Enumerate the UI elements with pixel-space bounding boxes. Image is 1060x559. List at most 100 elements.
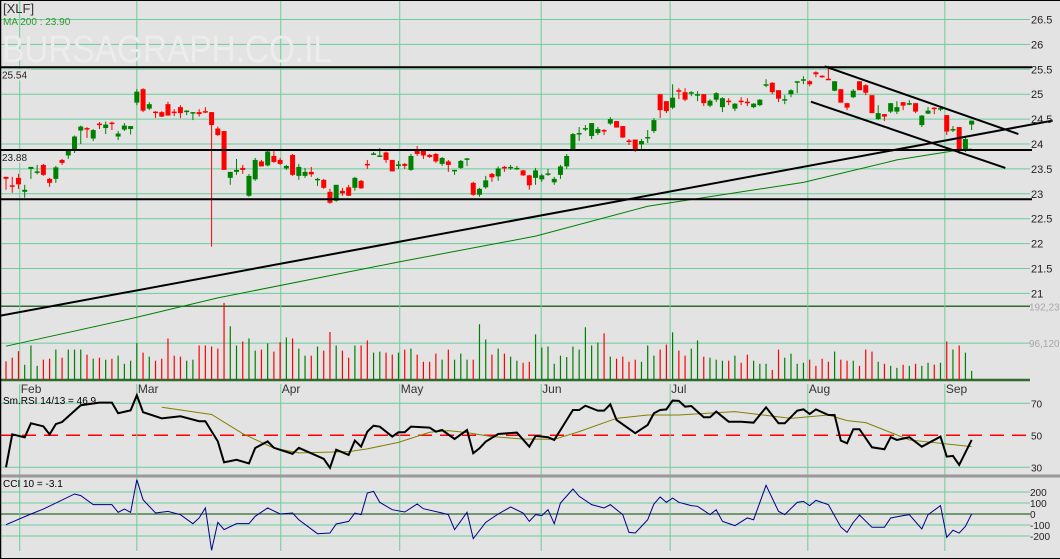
candle [140, 88, 146, 113]
candle [184, 110, 190, 116]
candle-body [969, 120, 975, 125]
candle [159, 111, 165, 118]
candle-body [508, 166, 514, 169]
candle [433, 152, 439, 163]
candle-body [632, 139, 638, 149]
candle-body [832, 81, 838, 91]
candle [240, 164, 246, 174]
candle-body [483, 180, 489, 188]
candle-body [707, 100, 713, 106]
candle-body [128, 126, 134, 130]
candle [53, 165, 59, 183]
candle-body [763, 84, 769, 86]
candle [788, 89, 794, 98]
candle-body [800, 79, 806, 81]
candle [495, 166, 501, 181]
candle [84, 127, 90, 139]
month-label: Sep [946, 382, 968, 396]
candle [657, 94, 663, 119]
grid [0, 0, 1030, 551]
month-label: Jun [542, 382, 561, 396]
candle [40, 163, 46, 176]
candle-body [501, 166, 507, 169]
candle [128, 126, 134, 135]
candle [78, 125, 84, 144]
candle [315, 177, 320, 186]
candle-body [850, 90, 856, 98]
candle [383, 151, 389, 163]
candle-body [159, 112, 165, 117]
candle-body [813, 72, 819, 75]
candle [620, 126, 626, 139]
candle-body [794, 81, 800, 83]
month-label: May [401, 382, 424, 396]
candle-body [140, 89, 146, 111]
cci-tick-label: -200 [1030, 532, 1050, 543]
candle-body [557, 166, 563, 175]
candle [601, 129, 607, 136]
candle [470, 181, 476, 196]
candle [47, 177, 53, 187]
cci-tick-label: -100 [1030, 521, 1050, 532]
candle-body [719, 98, 725, 108]
candle-body [315, 178, 320, 181]
candle-body [371, 153, 377, 155]
candle [832, 81, 838, 92]
candle [445, 159, 451, 172]
candle-body [240, 167, 246, 170]
candle [776, 90, 782, 103]
candle-body [53, 167, 59, 179]
candle [744, 98, 750, 107]
candle [819, 75, 825, 78]
candle [115, 131, 121, 141]
rsi-tick-label: 70 [1031, 399, 1043, 410]
rsi-tick-label: 50 [1031, 431, 1043, 442]
candle-body [215, 128, 221, 136]
candle [501, 165, 507, 172]
trendline-long-term-support [0, 119, 1053, 317]
candle [850, 89, 856, 99]
candle [215, 126, 221, 137]
candle [464, 157, 470, 166]
candle-body [34, 171, 40, 173]
candle [121, 123, 127, 132]
candle [557, 164, 563, 179]
candle [651, 118, 657, 134]
candle-body [514, 167, 520, 170]
candle [813, 71, 819, 78]
candle-body [682, 92, 688, 100]
candle-body [863, 85, 869, 93]
candle [3, 176, 9, 190]
candle-body [807, 81, 813, 85]
price-tick-label: 22 [1031, 239, 1043, 251]
candle [844, 103, 850, 111]
candle [626, 139, 632, 145]
candle [894, 101, 900, 115]
candle-body [445, 161, 451, 165]
candle [794, 81, 800, 94]
indicators [5, 392, 973, 551]
candle [395, 160, 401, 169]
candle [857, 81, 863, 91]
candle-body [819, 75, 825, 78]
level-label-bg [1, 151, 31, 163]
candle-body [875, 113, 881, 120]
candle-body [308, 171, 314, 175]
candle [296, 163, 302, 180]
candle-body [121, 125, 127, 130]
candle-body [533, 170, 539, 178]
candle [252, 157, 258, 181]
candle [489, 172, 495, 182]
candle-body [321, 179, 327, 188]
candle [308, 166, 314, 177]
candle [919, 115, 925, 128]
candle-body [844, 103, 850, 108]
candle [339, 187, 345, 196]
candle-body [900, 102, 906, 106]
candle [265, 148, 271, 167]
candle-body [769, 82, 775, 93]
candle-body [938, 108, 943, 110]
candle-body [234, 169, 240, 172]
candle [171, 109, 177, 117]
candle [800, 76, 806, 85]
